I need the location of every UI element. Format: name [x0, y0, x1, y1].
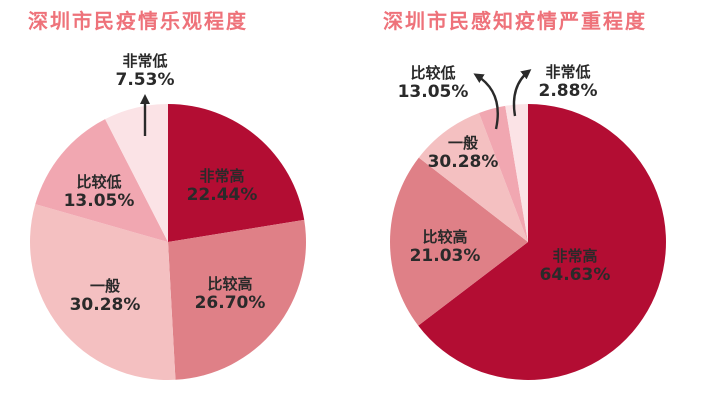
slice-label: 一般 30.28% — [70, 277, 141, 315]
severity-chart-title: 深圳市民感知疫情严重程度 — [383, 9, 647, 33]
pie-slice-optimism-3 — [35, 119, 168, 242]
rather-low-arrow — [473, 73, 499, 130]
pie-slice-optimism-4 — [105, 104, 168, 242]
slice-label: 比较低 13.05% — [64, 173, 135, 211]
severity-pie: 非常高 64.63% 比较高 21.03% 一般 30.28% 比较低 13.05% 非常低 2.… — [389, 63, 666, 380]
slice-label: 一般 30.28% — [428, 134, 499, 172]
pie-slice-optimism-2 — [30, 204, 176, 381]
slice-label: 比较高 21.03% — [410, 228, 481, 266]
pie-slice-severity-3 — [479, 105, 528, 242]
optimism-chart-title: 深圳市民疫情乐观程度 — [28, 9, 248, 33]
pie-slice-severity-4 — [505, 104, 528, 242]
slice-label: 非常低 7.53% — [116, 52, 175, 90]
pie-slice-severity-2 — [418, 112, 528, 243]
slice-label: 非常高 64.63% — [540, 247, 611, 285]
pie-slice-severity-0 — [418, 104, 666, 380]
pie-slice-optimism-1 — [168, 219, 307, 380]
slice-label: 非常低 2.88% — [539, 63, 598, 101]
optimism-pie: 非常高 22.44% 比较高 26.70% 一般 30.28% 比较低 13.05% 非常低 7.… — [30, 52, 307, 381]
slice-label: 比较高 26.70% — [195, 275, 266, 313]
pie-slice-optimism-0 — [168, 104, 305, 242]
pie-slice-severity-1 — [389, 157, 528, 326]
slice-label: 非常高 22.44% — [187, 167, 258, 205]
slice-label: 比较低 13.05% — [398, 64, 469, 102]
very-low-arrow — [512, 69, 532, 117]
